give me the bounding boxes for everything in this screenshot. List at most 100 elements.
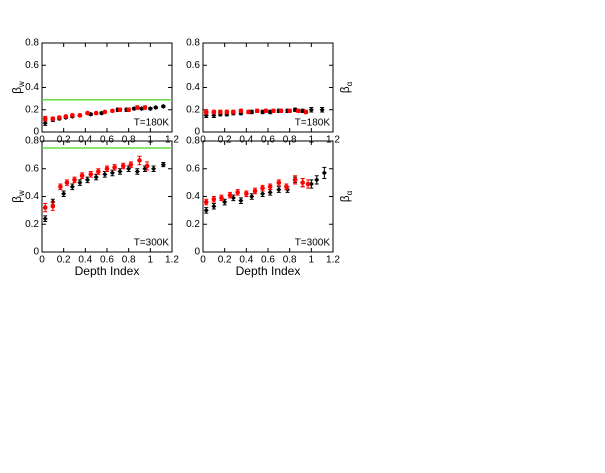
data-point xyxy=(267,184,273,190)
data-point xyxy=(96,169,101,174)
data-point xyxy=(70,113,75,118)
data-point xyxy=(57,115,62,120)
data-point xyxy=(120,163,126,169)
x-tick-label: 1 xyxy=(309,255,315,266)
data-point xyxy=(218,109,223,115)
y-tick-label: 0.4 xyxy=(186,191,200,202)
data-point xyxy=(278,108,284,114)
data-point xyxy=(292,177,298,183)
x-tick-label: 0.4 xyxy=(78,135,92,146)
x-tick-label: 0.4 xyxy=(239,135,253,146)
y-tick-label: 0.6 xyxy=(25,163,39,174)
x-tick-label: 1 xyxy=(148,135,154,146)
data-point xyxy=(263,108,269,114)
data-point xyxy=(77,113,83,118)
x-tick-label: 1.2 xyxy=(165,135,179,146)
data-point xyxy=(117,107,123,113)
data-point xyxy=(137,158,142,163)
data-point xyxy=(93,174,99,180)
y-tick-label: 0.6 xyxy=(186,60,200,71)
x-tick-label: 0.4 xyxy=(239,255,253,266)
y-axis-label-subscript: w xyxy=(17,81,26,88)
x-tick-label: 0 xyxy=(200,255,206,266)
data-point xyxy=(284,184,289,190)
data-point xyxy=(308,181,314,187)
y-axis-label: βα xyxy=(338,81,354,93)
y-axis-label: βα xyxy=(338,190,354,202)
data-point xyxy=(102,109,108,115)
data-point xyxy=(260,191,266,197)
data-point xyxy=(104,166,110,172)
data-point xyxy=(153,105,159,111)
x-tick-label: 1 xyxy=(148,255,154,266)
data-point xyxy=(235,190,240,195)
y-axis-label-subscript: α xyxy=(345,81,354,86)
x-tick-label: 0.6 xyxy=(100,135,114,146)
data-point xyxy=(85,110,90,116)
data-point xyxy=(314,177,320,183)
data-point xyxy=(151,166,157,172)
y-tick-label: 0 xyxy=(194,247,200,258)
data-point xyxy=(128,162,134,167)
data-point xyxy=(160,103,166,109)
x-tick-label: 1.2 xyxy=(326,135,340,146)
data-point xyxy=(246,109,251,115)
data-point xyxy=(211,196,217,202)
x-tick-label: 0 xyxy=(39,255,45,266)
y-axis-label-symbol: β xyxy=(338,195,352,202)
y-tick-label: 0.6 xyxy=(25,60,39,71)
data-point xyxy=(231,109,236,115)
data-point xyxy=(260,185,265,191)
data-point xyxy=(305,181,311,187)
x-tick-label: 0.8 xyxy=(283,255,297,266)
data-point xyxy=(300,180,305,185)
data-point xyxy=(42,216,48,222)
data-point xyxy=(211,109,217,115)
y-tick-label: 0 xyxy=(33,127,39,138)
data-point xyxy=(160,162,166,168)
data-point xyxy=(238,198,244,204)
y-tick-label: 0.2 xyxy=(25,104,39,115)
x-axis-label: Depth Index xyxy=(75,264,140,278)
data-point xyxy=(238,108,244,114)
data-point xyxy=(271,108,276,114)
data-point xyxy=(252,188,258,194)
data-point xyxy=(296,108,301,114)
data-point xyxy=(211,203,217,209)
x-tick-label: 0.8 xyxy=(122,135,136,146)
y-axis-label-symbol: β xyxy=(10,87,24,94)
x-tick-label: 0.6 xyxy=(100,255,114,266)
data-point xyxy=(230,195,236,201)
annotation: T=300K xyxy=(134,238,170,249)
x-tick-label: 0 xyxy=(39,135,45,146)
y-axis-label-symbol: β xyxy=(338,86,352,93)
x-tick-label: 0.4 xyxy=(78,255,92,266)
data-point xyxy=(61,191,67,197)
y-tick-label: 0.4 xyxy=(25,82,39,93)
x-tick-label: 0.2 xyxy=(218,255,232,266)
data-point xyxy=(110,108,115,114)
y-tick-label: 0 xyxy=(33,247,39,258)
data-point xyxy=(42,205,48,210)
x-tick-label: 1.2 xyxy=(165,255,179,266)
data-point xyxy=(303,109,309,115)
data-point xyxy=(203,199,209,205)
y-tick-label: 0.4 xyxy=(186,82,200,93)
data-point xyxy=(42,120,48,126)
data-point xyxy=(203,207,209,213)
data-point xyxy=(142,105,148,110)
y-tick-label: 0.8 xyxy=(186,38,200,49)
data-point xyxy=(203,109,209,115)
data-point xyxy=(319,107,325,113)
plot-frame xyxy=(41,140,173,253)
data-point xyxy=(276,180,282,185)
x-tick-label: 0.2 xyxy=(57,255,71,266)
data-point xyxy=(147,106,153,112)
data-point xyxy=(85,177,90,183)
y-tick-label: 0.8 xyxy=(186,136,200,147)
y-tick-label: 0.2 xyxy=(186,104,200,115)
data-point xyxy=(244,191,249,197)
data-point xyxy=(134,169,140,175)
